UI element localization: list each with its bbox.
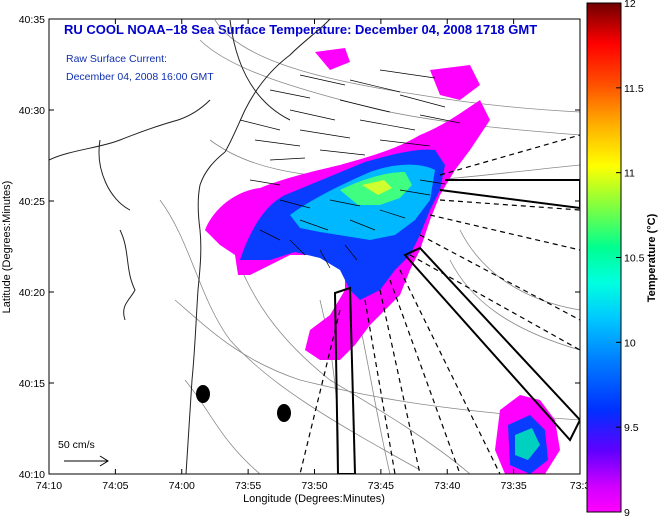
x-tick-label: 74:00: [169, 480, 195, 492]
scale-label: 50 cm/s: [58, 439, 95, 451]
x-axis-label: Longitude (Degrees:Minutes): [243, 493, 385, 505]
station-marker-east: [277, 404, 291, 422]
y-tick-label: 40:25: [19, 196, 45, 208]
colorbar-label: Temperature (°C): [646, 213, 658, 302]
colorbar-tick-label: 11: [624, 168, 635, 180]
scale-arrow: [64, 455, 109, 467]
colorbar-tick-label: 12: [624, 0, 636, 10]
sst-ne-magenta: [430, 65, 480, 100]
y-tick-label: 40:10: [19, 469, 45, 481]
colorbar-tick-label: 11.5: [624, 83, 644, 95]
y-axis-label: Latitude (Degrees:Minutes): [1, 181, 13, 314]
sst-south-cyan: [515, 428, 540, 460]
colorbar-tick-group: 12 11.5 11 10.5 10 9.5 9: [616, 0, 645, 519]
station-marker-west: [196, 385, 210, 403]
map-area: 50 cm/s: [49, 19, 580, 474]
x-tick-label: 74:10: [36, 480, 62, 492]
colorbar-tick-label: 10.5: [624, 253, 645, 265]
x-tick-label: 73:50: [301, 480, 327, 492]
radar-spokes: [299, 134, 580, 474]
x-tick-label: 73:45: [368, 480, 394, 492]
colorbar-tick-label: 9.5: [624, 422, 639, 434]
sst-field: [205, 48, 560, 474]
colorbar-tick-label: 9: [624, 507, 630, 519]
x-tick-group: 74:10 74:05 74:00 73:55 73:50 73:45 73:40 73:35…: [36, 19, 591, 492]
colorbar-tick-label: 10: [624, 337, 636, 349]
y-tick-label: 40:20: [19, 287, 45, 299]
coastline: [49, 19, 331, 474]
y-tick-label: 40:35: [19, 14, 45, 26]
x-tick-label: 74:05: [102, 480, 128, 492]
sst-yellow-spot: [362, 180, 392, 195]
x-tick-label: 73:40: [434, 480, 460, 492]
station-markers: [196, 385, 291, 422]
colorbar: [586, 2, 622, 513]
chart-title: RU COOL NOAA−18 Sea Surface Temperature:…: [64, 22, 537, 37]
sst-north-magenta: [315, 48, 350, 70]
x-tick-label: 73:3: [570, 480, 591, 492]
y-tick-label: 40:15: [19, 378, 45, 390]
current-vectors: [239, 69, 461, 269]
current-label: Raw Surface Current:: [66, 53, 167, 65]
y-tick-label: 40:30: [19, 105, 45, 117]
current-time: December 04, 2008 16:00 GMT: [66, 71, 214, 83]
bathymetry-contours: [159, 19, 580, 474]
x-tick-label: 73:35: [500, 480, 526, 492]
y-tick-group: 40:35 40:30 40:25 40:20 40:15 40:10: [19, 14, 580, 481]
x-tick-label: 73:55: [235, 480, 261, 492]
radar-sectors: [333, 179, 580, 474]
